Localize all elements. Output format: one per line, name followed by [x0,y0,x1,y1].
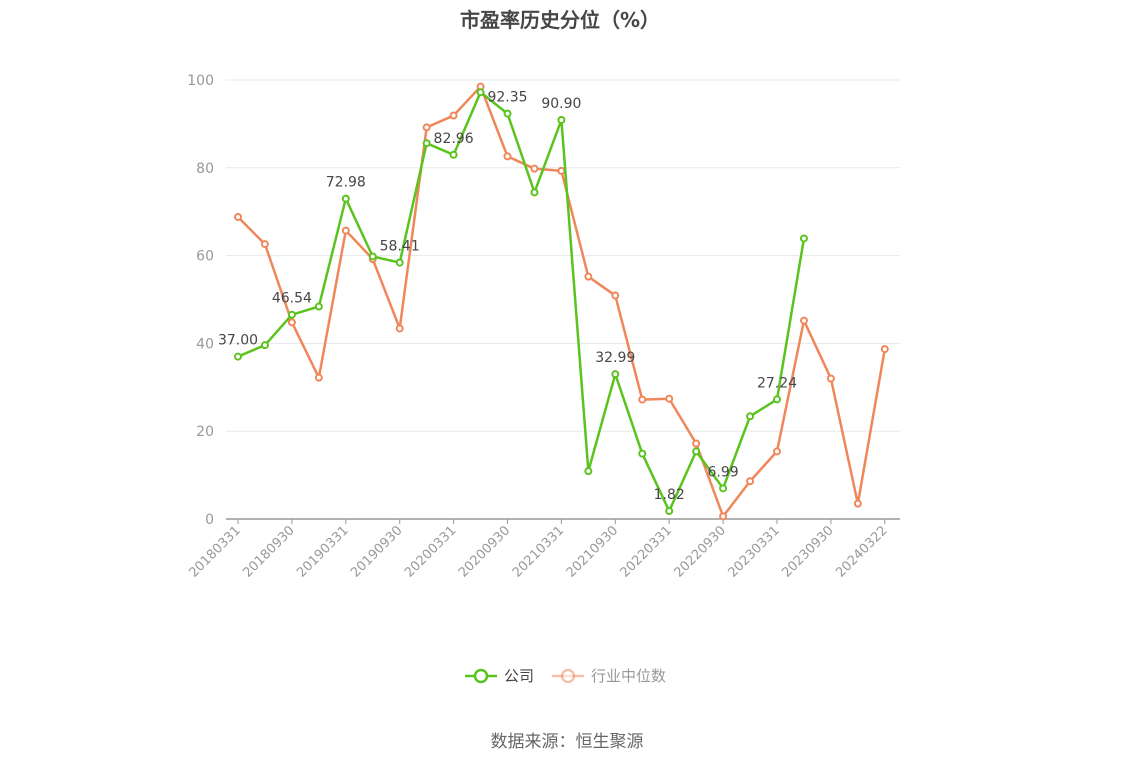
data-label: 82.96 [434,131,474,147]
x-tick-label: 20190331 [294,523,351,580]
y-tick-label: 60 [196,249,214,265]
data-point[interactable] [665,507,674,516]
chart-title: 市盈率历史分位（%） [460,8,660,32]
data-point[interactable] [611,370,620,379]
data-label: 90.90 [541,96,581,112]
data-label: 6.99 [708,464,739,480]
data-point[interactable] [692,439,701,448]
x-tick-label: 20200331 [402,523,459,580]
data-point[interactable] [422,139,431,148]
data-point[interactable] [287,318,296,327]
legend-marker-icon [560,668,576,684]
legend-label: 公司 [504,667,534,685]
legend-label: 行业中位数 [591,667,666,685]
legend-item[interactable]: 公司 [465,667,534,685]
data-point[interactable] [234,352,242,361]
x-tick-label: 20240322 [833,523,890,580]
legend-item[interactable]: 行业中位数 [552,667,666,685]
x-tick-label: 20220331 [618,523,675,580]
legend-marker-icon [473,668,489,684]
data-point[interactable] [692,447,701,456]
y-tick-label: 80 [196,161,214,177]
data-point[interactable] [314,373,323,382]
y-axis: 0 20 40 60 80 100 [187,73,214,528]
data-point[interactable] [503,152,512,161]
y-tick-label: 40 [196,336,214,352]
x-tick-label: 20230930 [779,523,836,580]
data-point[interactable] [880,345,889,354]
x-tick-label: 20180331 [186,523,243,580]
x-tick-label: 20180930 [240,523,297,580]
data-point[interactable] [799,316,808,325]
data-point[interactable] [287,310,296,319]
y-tick-label: 100 [187,73,214,89]
data-point[interactable] [557,115,566,124]
data-point[interactable] [422,123,431,132]
y-tick-label: 20 [196,424,214,440]
data-point[interactable] [395,324,404,333]
data-point[interactable] [476,88,485,97]
series-line [237,91,806,513]
data-point[interactable] [719,512,728,521]
legend[interactable]: 公司 行业中位数 [465,667,666,685]
data-label: 1.82 [654,487,685,503]
x-tick-label: 20210930 [564,523,621,580]
data-point[interactable] [799,234,808,243]
data-label: 92.35 [487,90,527,106]
series-layer [234,82,889,521]
x-axis: 2018033120180930201903312019093020200331… [186,518,900,581]
data-point[interactable] [746,477,755,486]
data-point[interactable] [368,252,377,261]
data-point[interactable] [260,240,269,249]
data-point[interactable] [341,226,350,235]
data-point[interactable] [530,188,539,197]
data-point[interactable] [449,150,458,159]
x-tick-label: 20210331 [510,523,567,580]
x-tick-label: 20200930 [456,523,513,580]
data-point[interactable] [557,166,566,175]
x-tick-label: 20190930 [348,523,405,580]
x-tick-label: 20220930 [672,523,729,580]
series-0 [234,88,808,516]
data-point[interactable] [503,109,512,118]
data-point[interactable] [341,194,350,203]
data-point[interactable] [611,291,620,300]
series-line [237,85,887,518]
data-label: 46.54 [272,291,312,307]
data-point[interactable] [773,395,781,404]
data-point[interactable] [638,395,647,404]
y-gridlines [226,79,900,432]
data-label: 37.00 [218,333,258,349]
data-source: 数据来源：恒生聚源 [491,732,644,752]
data-point[interactable] [773,447,781,456]
data-point[interactable] [449,111,458,120]
data-point[interactable] [234,212,242,221]
data-point[interactable] [314,302,323,311]
data-point[interactable] [826,374,835,383]
data-labels: 37.00 46.54 72.98 58.41 82.96 92.35 90.90 32.99… [218,90,797,503]
data-point[interactable] [530,164,539,173]
data-point[interactable] [638,449,647,458]
data-point[interactable] [665,394,674,403]
data-point[interactable] [584,272,593,281]
data-label: 72.98 [326,175,366,191]
data-label: 58.41 [380,239,420,255]
data-point[interactable] [746,412,755,421]
data-label: 32.99 [595,350,635,366]
y-tick-label: 0 [205,512,214,528]
x-tick-label: 20230331 [725,523,782,580]
series-1 [234,82,889,521]
data-point[interactable] [395,258,404,267]
data-point[interactable] [260,341,269,350]
data-point[interactable] [584,467,593,476]
data-point[interactable] [719,484,728,493]
data-point[interactable] [853,499,862,508]
data-label: 27.24 [757,375,797,391]
